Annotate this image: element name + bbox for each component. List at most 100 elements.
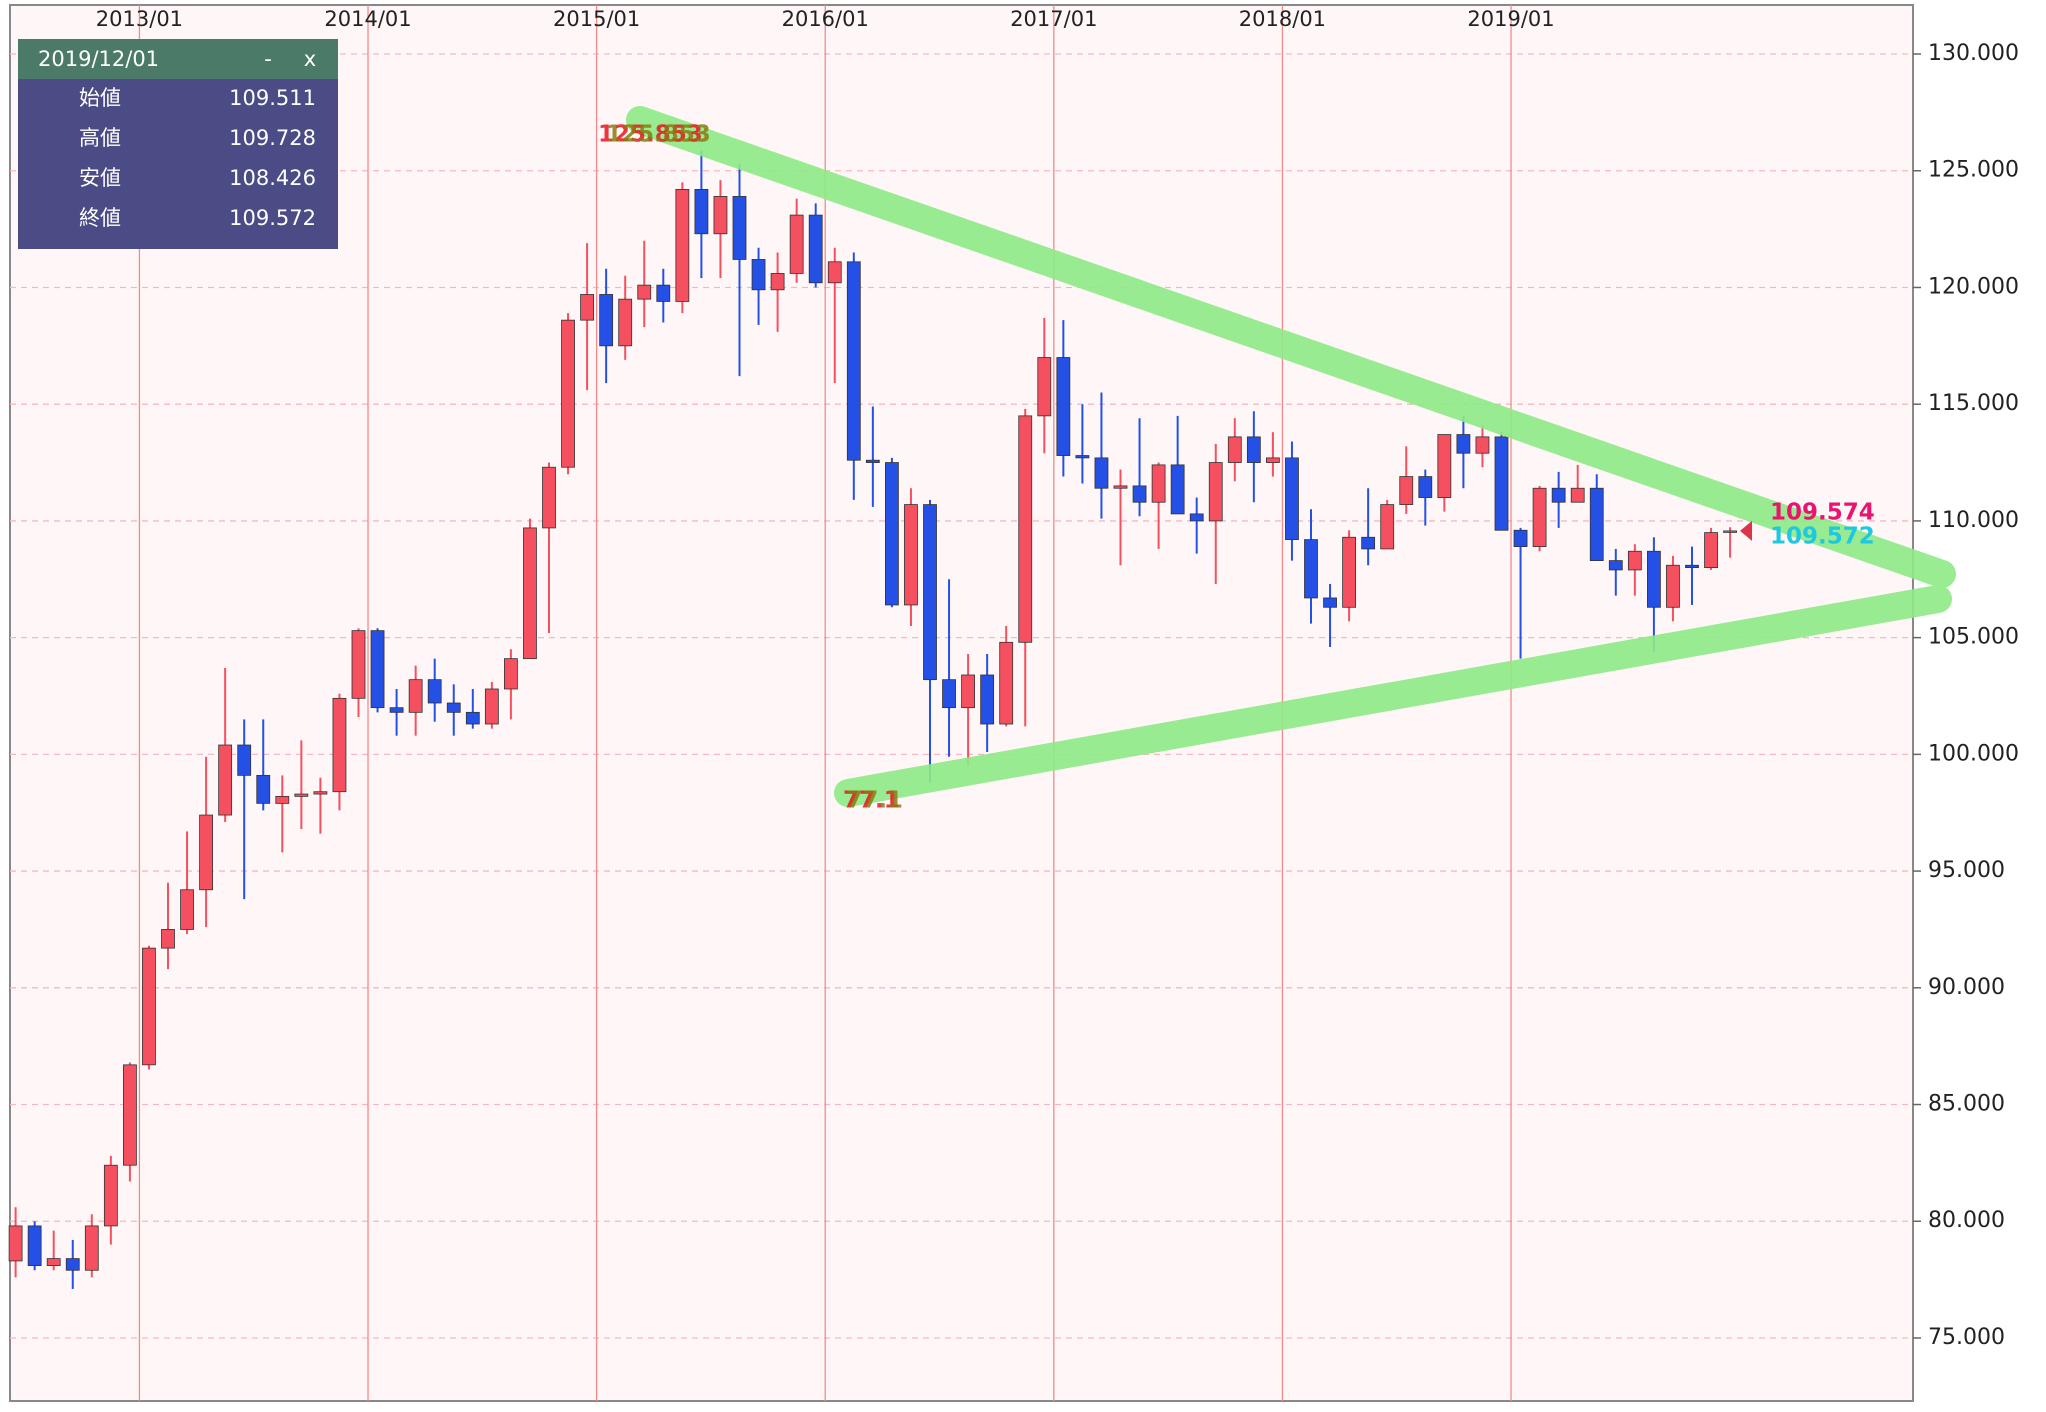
- candle-body: [1513, 529, 1528, 547]
- candle-body: [142, 947, 156, 1066]
- candle-body: [389, 707, 404, 713]
- candle-body: [1685, 564, 1699, 569]
- candle-body: [123, 1064, 137, 1166]
- low-annotation: 77.1: [843, 788, 900, 814]
- candle-body: [1246, 436, 1261, 463]
- candle-body: [713, 196, 728, 235]
- y-tick-label: 120.000: [1928, 274, 2019, 299]
- candle-body: [1189, 513, 1204, 522]
- info-value: 109.728: [229, 126, 316, 150]
- candle-body: [599, 294, 614, 347]
- candle-body: [885, 462, 899, 606]
- candle-body: [904, 504, 918, 606]
- candle-body: [1494, 436, 1509, 531]
- x-tick-label: 2015/01: [553, 7, 640, 31]
- current-price-label: 109.574: [1770, 500, 1875, 526]
- candle-body: [27, 1225, 42, 1267]
- candle-body: [446, 702, 461, 713]
- candle-body: [1589, 487, 1604, 561]
- candle-body: [46, 1258, 61, 1267]
- candle-body: [789, 214, 804, 274]
- candle-body: [1113, 485, 1128, 489]
- trendlines: [626, 106, 1956, 807]
- high-annotation: 125.853: [606, 122, 711, 148]
- info-label: 高値: [79, 126, 121, 150]
- y-tick-label: 95.000: [1928, 858, 2005, 883]
- candle-body: [1018, 415, 1033, 643]
- info-label: 終値: [79, 206, 121, 230]
- candle-body: [523, 527, 537, 660]
- candle-body: [1380, 504, 1395, 550]
- candle-body: [1323, 597, 1337, 608]
- info-header: [18, 39, 338, 79]
- close-button[interactable]: x: [304, 47, 316, 71]
- info-date: 2019/12/01: [38, 47, 159, 71]
- candle-body: [675, 189, 690, 302]
- high-annotation: 125.853: [598, 122, 703, 148]
- candle-body: [656, 284, 671, 302]
- candle-body: [999, 641, 1014, 725]
- y-tick-label: 115.000: [1928, 391, 2019, 416]
- info-value: 108.426: [229, 166, 316, 190]
- trendline: [626, 106, 1956, 588]
- candle-body: [542, 466, 556, 529]
- candle-body: [1456, 434, 1471, 454]
- candle-body: [65, 1258, 80, 1271]
- candle-body: [1266, 457, 1280, 463]
- candle-body: [408, 679, 423, 713]
- candle-body: [1723, 530, 1737, 533]
- candles: [8, 150, 1737, 1289]
- trendline: [834, 585, 1952, 807]
- candle-body: [1304, 539, 1318, 599]
- candle-body: [1094, 457, 1109, 489]
- candle-body: [1627, 550, 1642, 571]
- candle-body: [637, 284, 652, 300]
- low-annotation: 77.1: [846, 788, 903, 814]
- close-price-label: 109.572: [1770, 524, 1875, 550]
- x-tick-label: 2019/01: [1467, 7, 1554, 31]
- candle-body: [8, 1225, 23, 1262]
- y-tick-label: 125.000: [1928, 158, 2019, 183]
- y-tick-label: 105.000: [1928, 625, 2019, 650]
- candle-body: [1608, 560, 1623, 571]
- candle-body: [218, 744, 233, 816]
- candle-body: [199, 814, 214, 891]
- candle-body: [1399, 476, 1414, 505]
- candle-body: [294, 793, 309, 797]
- y-tick-label: 85.000: [1928, 1092, 2005, 1117]
- candle-body: [1475, 436, 1490, 454]
- candle-body: [370, 630, 385, 709]
- x-tick-label: 2014/01: [324, 7, 411, 31]
- candle-body: [313, 791, 328, 795]
- candle-body: [1647, 550, 1661, 608]
- candle-body: [351, 630, 366, 699]
- candle-body: [846, 261, 861, 461]
- candle-body: [1418, 476, 1433, 498]
- candle-body: [923, 504, 937, 681]
- candle-body: [1170, 464, 1185, 515]
- candle-body: [1285, 457, 1299, 540]
- price-marker: [1740, 520, 1752, 541]
- candle-body: [942, 679, 956, 709]
- x-tick-label: 2018/01: [1239, 7, 1326, 31]
- candle-body: [84, 1225, 99, 1271]
- candle-body: [484, 688, 499, 725]
- candle-body: [1227, 436, 1242, 463]
- candle-body: [1151, 464, 1166, 503]
- info-value: 109.572: [229, 206, 316, 230]
- minimize-button[interactable]: -: [264, 47, 272, 71]
- candle-body: [1437, 434, 1452, 498]
- candle-body: [808, 214, 823, 284]
- candle-body: [161, 929, 175, 949]
- x-tick-label: 2013/01: [96, 7, 183, 31]
- candle-body: [1075, 455, 1090, 459]
- candle-body: [256, 774, 271, 804]
- candle-body: [465, 711, 480, 725]
- y-tick-label: 130.000: [1928, 41, 2019, 66]
- y-tick-label: 110.000: [1928, 508, 2019, 533]
- candle-body: [961, 674, 975, 709]
- candle-body: [332, 697, 347, 793]
- info-body: [18, 79, 338, 249]
- candle-body: [275, 795, 290, 804]
